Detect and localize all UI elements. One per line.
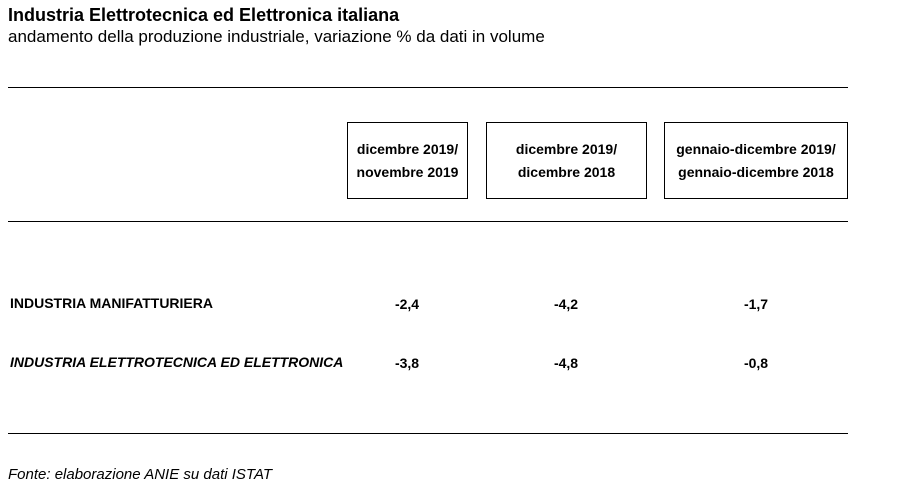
cell-elettrotecnica-col3: -0,8 xyxy=(743,355,769,371)
column-header-2-line2: dicembre 2018 xyxy=(517,163,616,180)
row-label-manifatturiera: INDUSTRIA MANIFATTURIERA xyxy=(10,295,213,311)
cell-manifatturiera-col1: -2,4 xyxy=(394,296,420,312)
chart-title: Industria Elettrotecnica ed Elettronica … xyxy=(8,5,400,25)
header-rule xyxy=(8,221,848,222)
column-header-3-line2: gennaio-dicembre 2018 xyxy=(678,163,834,180)
column-header-2: dicembre 2019/ dicembre 2018 xyxy=(486,122,647,199)
cell-elettrotecnica-col2: -4,8 xyxy=(553,355,579,371)
bottom-rule xyxy=(8,433,848,434)
column-header-1-line2: novembre 2019 xyxy=(356,163,459,180)
cell-elettrotecnica-col1: -3,8 xyxy=(394,355,420,371)
chart-subtitle: andamento della produzione industriale, … xyxy=(8,27,545,46)
cell-manifatturiera-col3: -1,7 xyxy=(743,296,769,312)
top-rule xyxy=(8,87,848,88)
cell-manifatturiera-col2: -4,2 xyxy=(553,296,579,312)
row-label-elettrotecnica: INDUSTRIA ELETTROTECNICA ED ELETTRONICA xyxy=(10,354,344,370)
source-note: Fonte: elaborazione ANIE su dati ISTAT xyxy=(8,466,273,483)
column-header-1: dicembre 2019/ novembre 2019 xyxy=(347,122,468,199)
column-header-1-line1: dicembre 2019/ xyxy=(356,140,459,157)
column-header-3-line1: gennaio-dicembre 2019/ xyxy=(676,140,836,157)
column-header-2-line1: dicembre 2019/ xyxy=(515,140,618,157)
column-header-3: gennaio-dicembre 2019/ gennaio-dicembre … xyxy=(664,122,848,199)
